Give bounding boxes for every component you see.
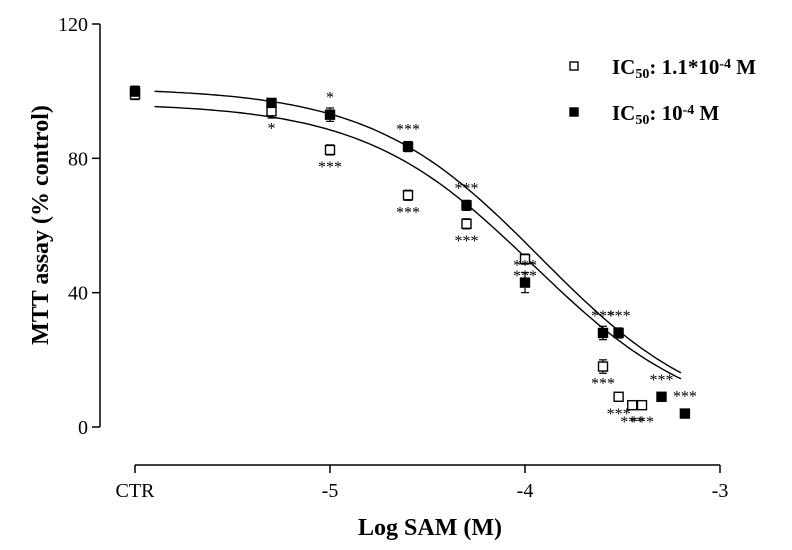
- legend-label-part: -4: [719, 57, 731, 72]
- filled-square-point: [613, 327, 624, 339]
- x-axis-title: Log SAM (M): [358, 515, 502, 541]
- open-square-point: [597, 361, 609, 372]
- significance-label: ***: [620, 414, 644, 431]
- significance-label: ***: [455, 233, 479, 250]
- open-square-point: [636, 399, 648, 411]
- filled-square-point: [461, 200, 472, 211]
- open-square-point: [519, 253, 531, 265]
- data-points: [129, 85, 691, 419]
- y-axis-title: MTT assay (% control): [28, 105, 54, 345]
- legend-label-part: 50: [635, 113, 649, 128]
- significance-label: ***: [455, 180, 479, 197]
- legend-label-part: M: [694, 101, 719, 125]
- significance-label: ***: [607, 406, 631, 423]
- legend-label-1: IC50: 1.1*10-4 M: [612, 55, 756, 82]
- legend-label-part: 50: [635, 67, 649, 82]
- fit-curve-1: [154, 105, 682, 380]
- filled-square-point: [324, 109, 336, 120]
- significance-label: *: [326, 90, 334, 107]
- filled-square-point: [519, 277, 531, 288]
- filled-square-point: [597, 327, 609, 339]
- significance-label: ***: [673, 389, 697, 406]
- filled-square-point: [679, 408, 691, 419]
- legend-label-part: IC: [612, 55, 635, 79]
- y-tick-label: 40: [68, 283, 88, 305]
- significance-label: ***: [513, 258, 537, 275]
- open-square-point: [627, 399, 638, 411]
- significance-label: ***: [630, 414, 654, 431]
- open-square-point: [266, 106, 277, 117]
- y-tick-label: 120: [58, 14, 88, 36]
- x-tick-label: -3: [712, 480, 729, 502]
- significance-label: ***: [318, 159, 342, 176]
- legend-label-part: M: [731, 55, 756, 79]
- y-tick-label: 80: [68, 148, 88, 170]
- open-square-point: [324, 144, 336, 156]
- legend-open-square: [569, 61, 579, 71]
- filled-square-point: [266, 97, 277, 109]
- y-tick-label: 0: [78, 417, 88, 439]
- filled-square-point: [656, 391, 667, 402]
- open-square-point: [402, 190, 414, 201]
- x-tick-label: -4: [517, 480, 534, 502]
- legend-label-2: IC50: 10-4 M: [612, 101, 720, 128]
- significance-label: ***: [396, 204, 420, 221]
- x-tick-label: -5: [322, 480, 339, 502]
- fit-curve-2: [154, 90, 682, 374]
- significance-labels: ****************************************…: [268, 90, 697, 431]
- significance-label: ***: [607, 308, 631, 325]
- fit-curves: [154, 90, 682, 380]
- filled-square-point: [402, 141, 414, 152]
- legend-label-part: : 10: [649, 101, 682, 125]
- significance-label: ***: [513, 268, 537, 285]
- significance-label: ***: [591, 376, 615, 393]
- axes: 0 40 80 120 CTR -5 -4 -3: [58, 14, 728, 502]
- x-tick-label: CTR: [116, 480, 156, 502]
- significance-label: ***: [591, 308, 615, 325]
- legend-label-part: IC: [612, 101, 635, 125]
- legend-label-part: : 1.1*10: [649, 55, 719, 79]
- significance-label: ***: [396, 122, 420, 139]
- legend-label-part: -4: [683, 103, 695, 118]
- significance-label: *: [268, 120, 276, 137]
- significance-label: ***: [650, 372, 674, 389]
- legend-filled-square: [569, 107, 579, 117]
- open-square-point: [461, 218, 472, 230]
- open-square-point: [613, 391, 624, 402]
- filled-square-point: [129, 85, 141, 97]
